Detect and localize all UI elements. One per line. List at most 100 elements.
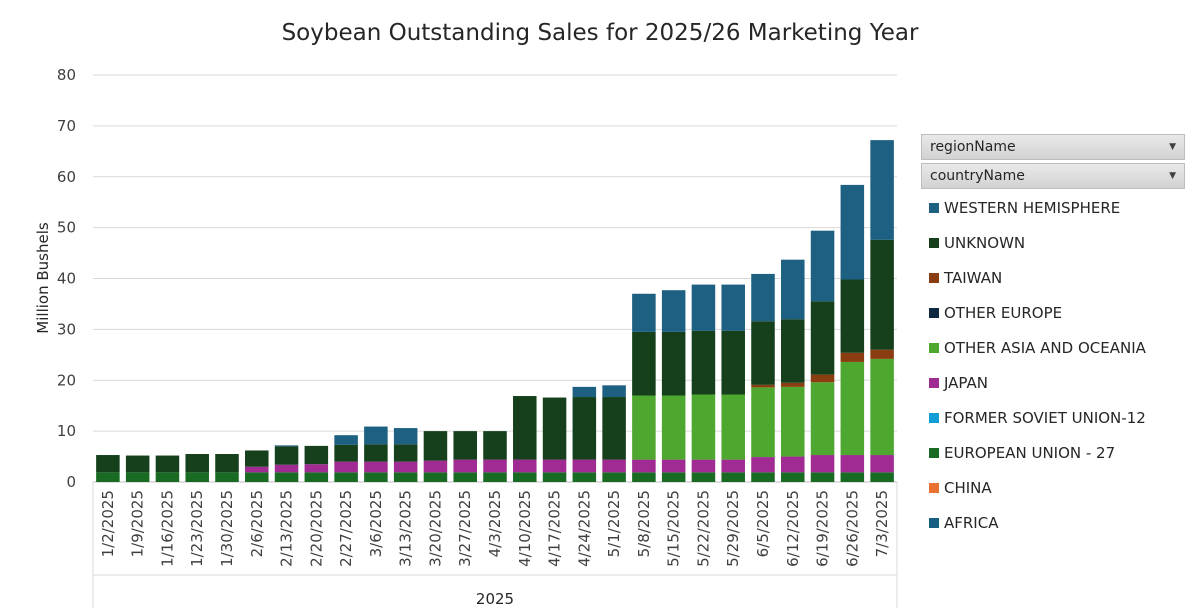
- bar-segment: [364, 461, 388, 473]
- bar-segment: [751, 457, 775, 473]
- bar-segment: [572, 459, 597, 473]
- bar-segment: [393, 461, 418, 473]
- bar-segment: [810, 382, 835, 456]
- bar-segment: [274, 464, 299, 473]
- bar-segment: [393, 472, 418, 482]
- bar-segment: [632, 395, 656, 460]
- legend-swatch: [929, 308, 939, 318]
- bar-segment: [751, 273, 775, 322]
- bar-segment: [274, 446, 299, 465]
- bar-segment: [781, 456, 805, 473]
- bar-segment: [810, 301, 835, 375]
- bar-segment: [245, 466, 269, 473]
- bar-segment: [185, 472, 209, 482]
- chart-title: Soybean Outstanding Sales for 2025/26 Ma…: [282, 20, 919, 46]
- x-tick-label: 6/19/2025: [814, 490, 832, 567]
- y-tick-label: 80: [57, 66, 76, 84]
- bar-segment: [334, 472, 358, 482]
- y-tick-label: 0: [66, 473, 76, 491]
- legend-swatch: [929, 413, 939, 423]
- bar-segment: [691, 284, 716, 331]
- legend-swatch: [929, 448, 939, 458]
- bar-segment: [245, 450, 269, 467]
- dropdown-arrow-icon: ▼: [1169, 142, 1176, 152]
- x-tick-label: 2/13/2025: [278, 490, 296, 567]
- bar-segment: [602, 459, 626, 473]
- bar-segment: [125, 472, 150, 482]
- bar-segment: [185, 454, 209, 473]
- bar-segment: [632, 293, 656, 332]
- y-tick-label: 30: [57, 320, 76, 338]
- bar-segment: [661, 331, 686, 396]
- dropdown-arrow-icon: ▼: [1169, 171, 1176, 181]
- bar-segment: [781, 319, 805, 383]
- bar-segment: [721, 394, 745, 460]
- x-tick-label: 2/27/2025: [337, 490, 355, 567]
- x-tick-label: 7/3/2025: [873, 490, 891, 557]
- bar-segment: [781, 259, 805, 320]
- bar-segment: [810, 455, 835, 473]
- bar-segment: [632, 331, 656, 396]
- bar-segment: [810, 374, 835, 383]
- bar-segment: [840, 472, 865, 482]
- bar-segment: [215, 472, 239, 482]
- x-tick-label: 1/30/2025: [218, 490, 236, 567]
- legend-swatch: [929, 518, 939, 528]
- bar-segment: [632, 459, 656, 473]
- bar-segment: [572, 472, 597, 482]
- x-tick-label: 5/1/2025: [605, 490, 623, 557]
- bar-segment: [542, 397, 567, 460]
- bar-segment: [245, 472, 269, 482]
- x-tick-label: 5/22/2025: [694, 490, 712, 567]
- bar-segment: [364, 426, 388, 445]
- x-tick-label: 1/9/2025: [129, 490, 147, 557]
- region-name-filter-button[interactable]: regionName ▼: [921, 134, 1185, 160]
- bar-segment: [632, 472, 656, 482]
- bar-segment: [661, 290, 686, 332]
- legend-label: EUROPEAN UNION - 27: [944, 444, 1115, 462]
- bar-segment: [751, 387, 775, 458]
- bar-segment: [334, 461, 358, 473]
- x-tick-label: 4/24/2025: [575, 490, 593, 567]
- bar-segment: [721, 330, 745, 395]
- bar-segment: [840, 352, 865, 362]
- bar-segment: [840, 361, 865, 456]
- y-tick-label: 70: [57, 117, 76, 135]
- bar-segment: [602, 397, 626, 460]
- bar-segment: [751, 321, 775, 385]
- bar-segment: [453, 459, 477, 473]
- bar-segment: [483, 472, 507, 482]
- bar-segment: [691, 394, 716, 460]
- bar-segment: [125, 455, 150, 473]
- bar-segment: [840, 455, 865, 473]
- bar-segment: [304, 472, 329, 482]
- legend-label: TAIWAN: [943, 269, 1002, 287]
- bar-segment: [513, 459, 537, 473]
- x-tick-label: 6/12/2025: [784, 490, 802, 567]
- x-tick-label: 3/27/2025: [456, 490, 474, 567]
- country-name-filter-button[interactable]: countryName ▼: [921, 163, 1185, 189]
- x-tick-label: 1/2/2025: [99, 490, 117, 557]
- x-tick-label: 3/20/2025: [426, 490, 444, 567]
- bar-segment: [304, 445, 329, 465]
- y-tick-label: 10: [57, 422, 76, 440]
- x-tick-label: 2/6/2025: [248, 490, 266, 557]
- x-tick-label: 5/8/2025: [635, 490, 653, 557]
- bar-segment: [542, 459, 567, 473]
- bar-segment: [602, 472, 626, 482]
- bar-segment: [423, 431, 448, 461]
- x-tick-label: 3/13/2025: [397, 490, 415, 567]
- bar-segment: [751, 472, 775, 482]
- bar-segment: [840, 184, 865, 280]
- x-tick-label: 4/10/2025: [516, 490, 534, 567]
- legend-label: FORMER SOVIET UNION-12: [944, 409, 1146, 427]
- bar-segment: [572, 386, 597, 398]
- x-tick-label: 3/6/2025: [367, 490, 385, 557]
- y-tick-label: 40: [57, 270, 76, 288]
- bar-segment: [483, 459, 507, 473]
- legend-label: WESTERN HEMISPHERE: [944, 199, 1120, 217]
- bar-segment: [423, 472, 448, 482]
- x-tick-label: 4/17/2025: [546, 490, 564, 567]
- bar-segment: [304, 464, 329, 473]
- bar-segment: [602, 385, 626, 398]
